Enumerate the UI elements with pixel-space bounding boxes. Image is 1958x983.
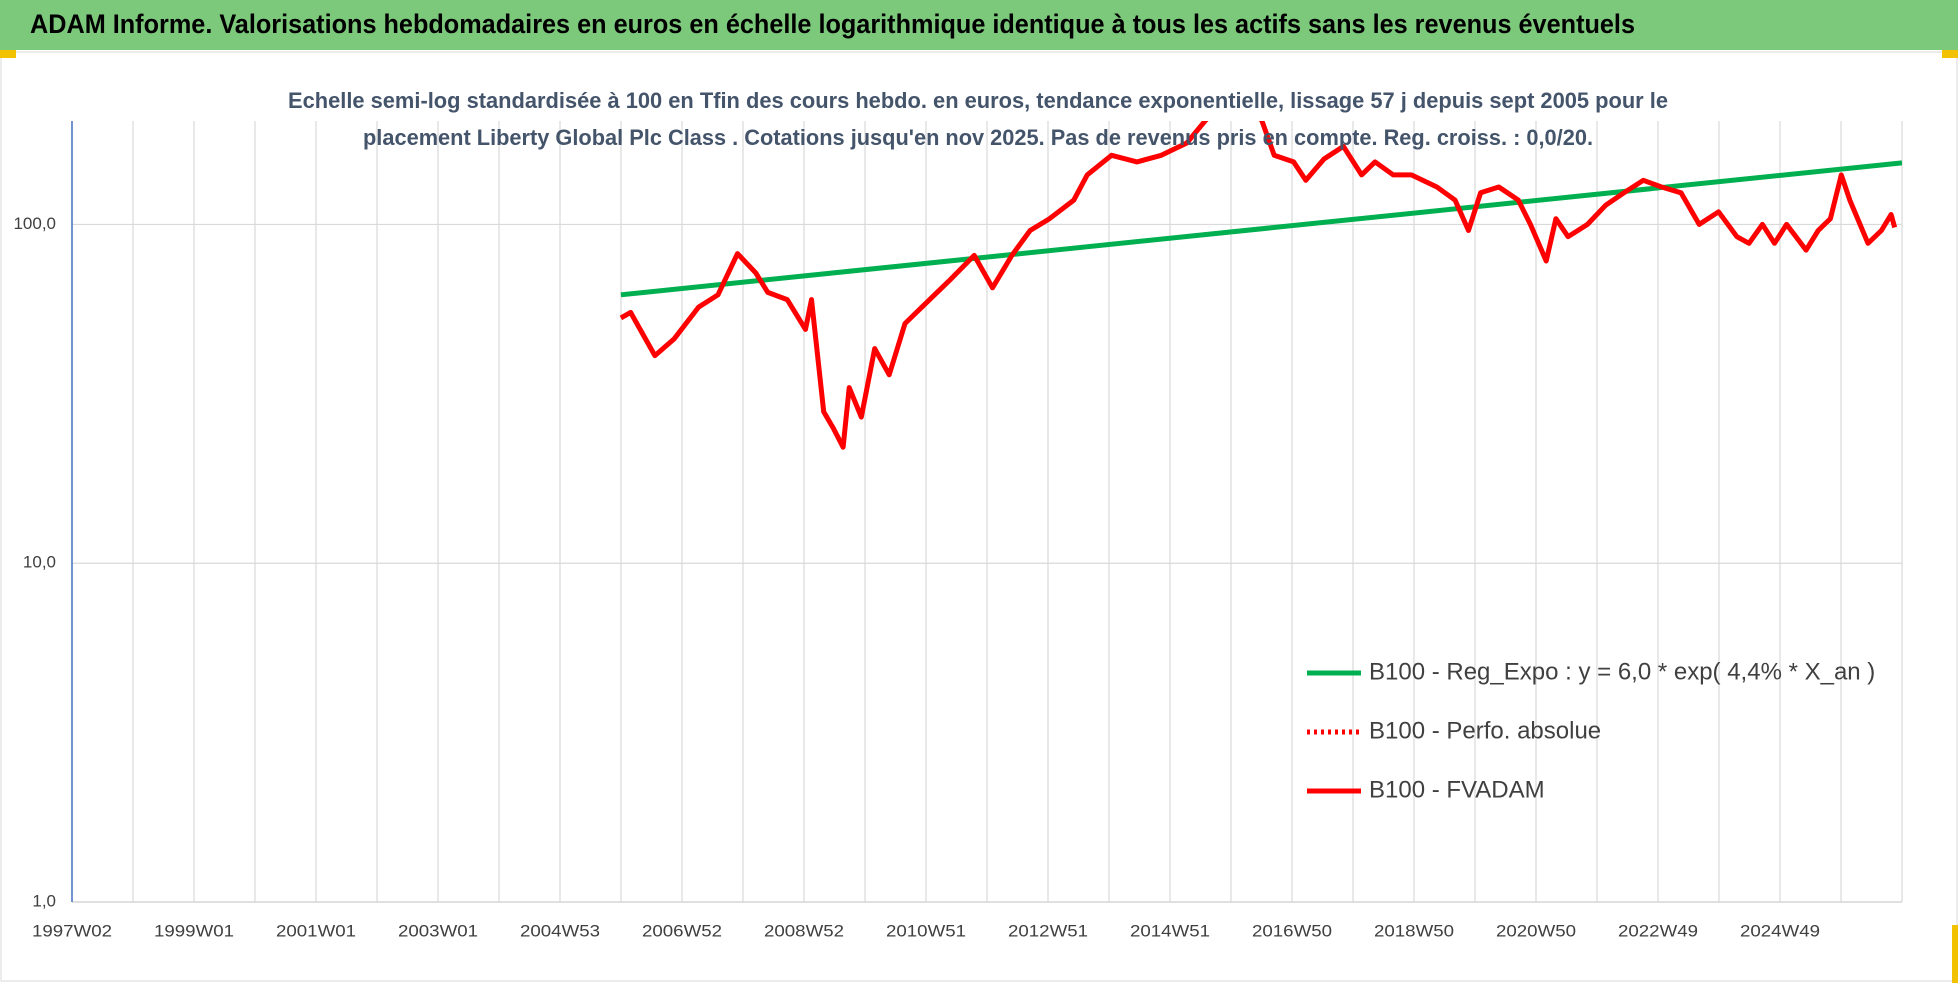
y-tick-label: 1,0 [32, 891, 56, 910]
x-tick-label: 2018W50 [1374, 921, 1454, 940]
x-tick-label: 2012W51 [1008, 921, 1088, 940]
series-line [619, 121, 1898, 450]
corner-mark [1952, 925, 1958, 983]
y-tick-label: 100,0 [13, 214, 56, 233]
corner-mark [1942, 50, 1958, 58]
legend-label: B100 - Perfo. absolue [1369, 717, 1601, 744]
header-title: ADAM Informe. Valorisations hebdomadaire… [30, 9, 1635, 39]
x-tick-label: 2001W01 [276, 921, 356, 940]
x-tick-label: 2014W51 [1130, 921, 1210, 940]
x-tick-label: 1997W02 [32, 921, 112, 940]
x-tick-label: 2022W49 [1618, 921, 1698, 940]
frame [0, 51, 1958, 982]
plot-area [619, 121, 1902, 450]
chart-title: placement Liberty Global Plc Class . Cot… [363, 125, 1593, 150]
legend-label: B100 - FVADAM [1369, 776, 1545, 803]
legend-label: B100 - Reg_Expo : y = 6,0 * exp( 4,4% * … [1369, 658, 1875, 685]
x-tick-label: 2006W52 [642, 921, 722, 940]
grid [71, 121, 1903, 903]
x-tick-label: 2008W52 [764, 921, 844, 940]
x-tick-label: 2010W51 [886, 921, 966, 940]
header-bar [0, 0, 1958, 50]
x-tick-label: 2004W53 [520, 921, 600, 940]
corner-mark [0, 50, 16, 58]
x-tick-label: 2024W49 [1740, 921, 1820, 940]
labels: Echelle semi-log standardisée à 100 en T… [13, 88, 1875, 941]
chart-title: Echelle semi-log standardisée à 100 en T… [288, 88, 1668, 113]
x-tick-label: 1999W01 [154, 921, 234, 940]
y-tick-label: 10,0 [23, 553, 56, 572]
series-line [620, 160, 1902, 298]
x-tick-label: 2003W01 [398, 921, 478, 940]
x-tick-label: 2016W50 [1252, 921, 1332, 940]
x-tick-label: 2020W50 [1496, 921, 1576, 940]
